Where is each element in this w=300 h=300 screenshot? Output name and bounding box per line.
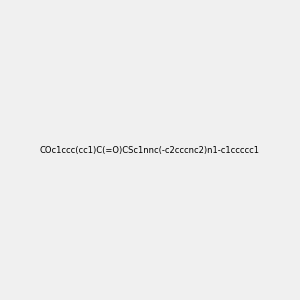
- Text: COc1ccc(cc1)C(=O)CSc1nnc(-c2cccnc2)n1-c1ccccc1: COc1ccc(cc1)C(=O)CSc1nnc(-c2cccnc2)n1-c1…: [40, 146, 260, 154]
